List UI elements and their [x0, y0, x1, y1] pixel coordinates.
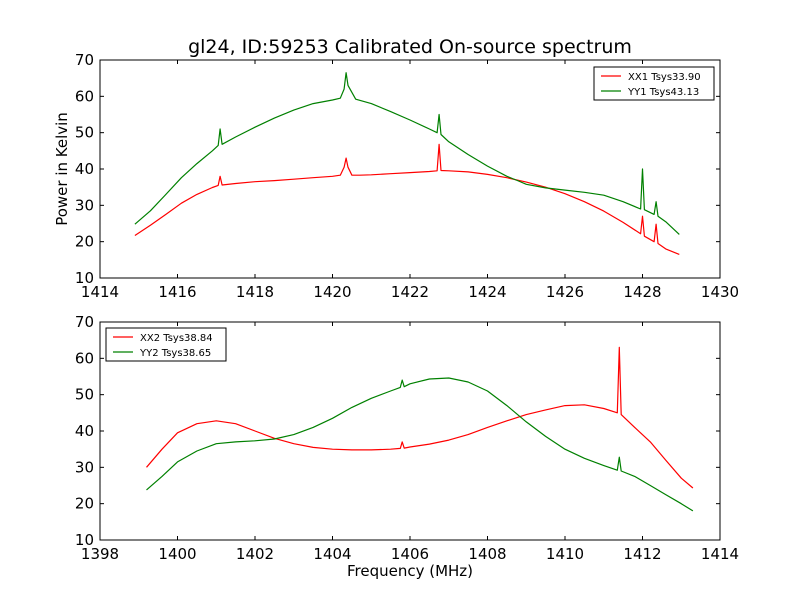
- top-x-tick-label: 1428: [623, 283, 661, 301]
- top-legend-box: [593, 66, 715, 101]
- bottom-y-tick-label: 60: [75, 349, 94, 367]
- bottom-x-tick-label: 1414: [701, 545, 739, 563]
- bottom-x-tick-label: 1404: [313, 545, 351, 563]
- top-x-tick-label: 1414: [81, 283, 119, 301]
- bottom-x-tick-label: 1408: [468, 545, 506, 563]
- top-y-tick-label: 30: [75, 196, 94, 214]
- top-x-tick-label: 1418: [236, 283, 274, 301]
- top-series-line-xx: [134, 143, 680, 255]
- top-y-tick-label: 60: [75, 87, 94, 105]
- top-y-tick-label: 20: [75, 233, 94, 251]
- bottom-x-tick-label: 1400: [158, 545, 196, 563]
- bottom-plot-panel: 1398 1400 1402 1404 1406 1408 1410 1412 1414 10 20…: [75, 313, 739, 580]
- top-y-tick-label: 40: [75, 160, 94, 178]
- top-legend-label-yy1: YY1 Tsys43.13: [627, 87, 699, 98]
- bottom-legend: XX2 Tsys38.84 YY2 Tsys38.65: [105, 327, 227, 362]
- bottom-series-line-yy: [146, 377, 694, 512]
- bottom-x-axis-label: Frequency (MHz): [347, 562, 473, 580]
- bottom-y-tick-label: 40: [75, 422, 94, 440]
- bottom-legend-label-yy2: YY2 Tsys38.65: [139, 348, 211, 359]
- bottom-x-tick-label: 1410: [546, 545, 584, 563]
- bottom-x-tick-label: 1412: [623, 545, 661, 563]
- top-x-tick-label: 1430: [701, 283, 739, 301]
- bottom-y-tick-label: 30: [75, 458, 94, 476]
- top-legend-label-xx1: XX1 Tsys33.90: [628, 72, 701, 83]
- top-x-tick-label: 1420: [313, 283, 351, 301]
- top-x-tick-label: 1426: [546, 283, 584, 301]
- bottom-legend-label-xx2: XX2 Tsys38.84: [140, 333, 213, 344]
- bottom-y-tick-label: 10: [75, 531, 94, 549]
- bottom-y-tick-label: 70: [75, 313, 94, 331]
- chart-title: gl24, ID:59253 Calibrated On-source spec…: [188, 36, 632, 58]
- bottom-legend-box: [105, 327, 227, 362]
- bottom-y-tick-label: 50: [75, 386, 94, 404]
- bottom-y-tick-label: 20: [75, 495, 94, 513]
- top-x-tick-label: 1422: [391, 283, 429, 301]
- bottom-series-layer: [146, 346, 694, 512]
- bottom-x-tick-label: 1398: [81, 545, 119, 563]
- top-x-tick-label: 1424: [468, 283, 506, 301]
- bottom-x-tick-label: 1402: [236, 545, 274, 563]
- top-x-tick-label: 1416: [158, 283, 196, 301]
- top-y-tick-label: 10: [75, 269, 94, 287]
- top-series-layer: [134, 72, 680, 255]
- top-y-tick-label: 50: [75, 124, 94, 142]
- top-y-tick-label: 70: [75, 51, 94, 69]
- top-plot-panel: 1414 1416 1418 1420 1422 1424 1426 1428 1430 10 20…: [53, 51, 739, 301]
- top-legend: XX1 Tsys33.90 YY1 Tsys43.13: [593, 66, 715, 101]
- top-series-line-yy: [134, 72, 680, 235]
- top-ticks-layer: 1414 1416 1418 1420 1422 1424 1426 1428 1430 10 20…: [75, 51, 739, 301]
- bottom-x-tick-label: 1406: [391, 545, 429, 563]
- bottom-series-line-xx: [146, 346, 694, 489]
- bottom-ticks-layer: 1398 1400 1402 1404 1406 1408 1410 1412 1414 10 20…: [75, 313, 739, 563]
- top-y-axis-label: Power in Kelvin: [53, 112, 71, 226]
